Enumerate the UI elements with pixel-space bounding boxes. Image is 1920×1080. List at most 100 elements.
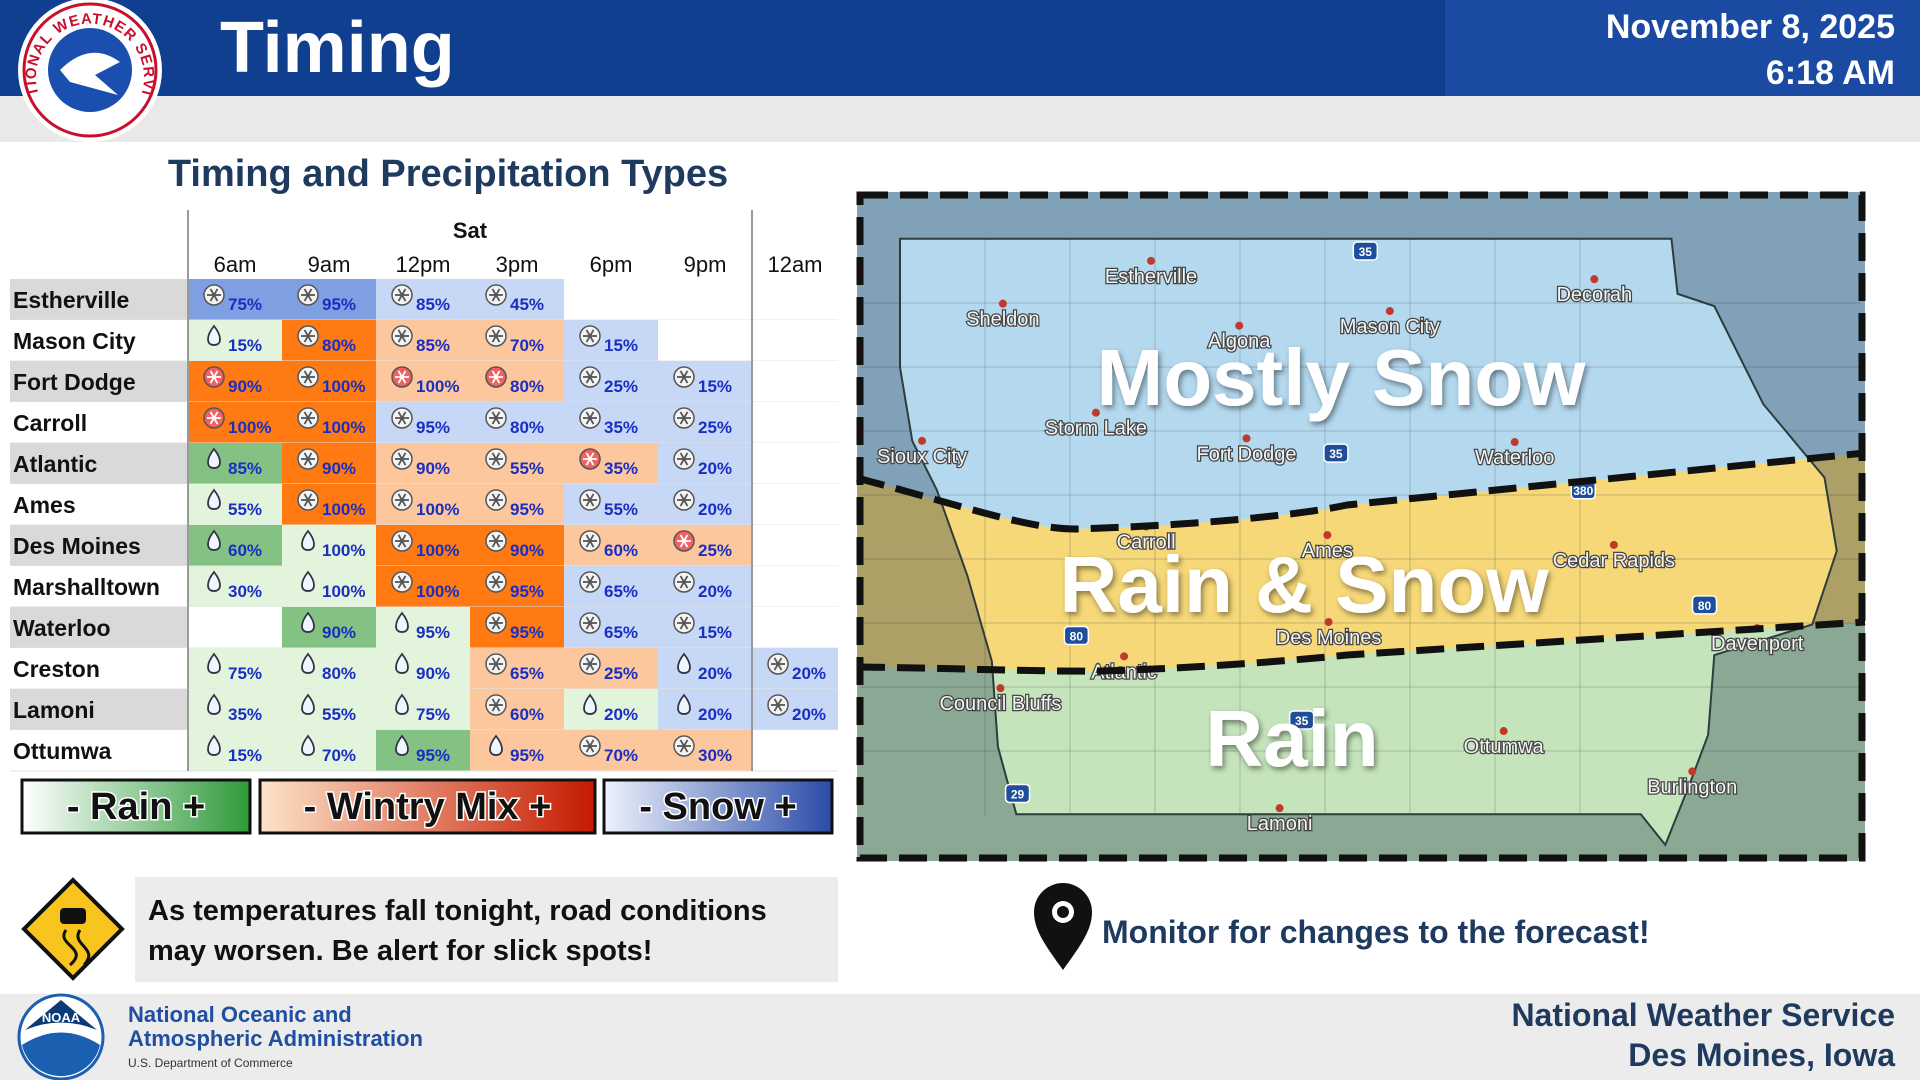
city-label: Algona bbox=[1208, 331, 1271, 353]
drop bbox=[395, 693, 409, 715]
cell-percent: 70% bbox=[322, 746, 356, 765]
drop bbox=[301, 652, 315, 674]
cell bbox=[188, 566, 282, 607]
snow-icon bbox=[297, 489, 319, 511]
rain-icon bbox=[207, 488, 221, 510]
zone-rain bbox=[857, 622, 1865, 861]
drop bbox=[207, 529, 221, 551]
flake-arm bbox=[303, 288, 313, 302]
highway-shield bbox=[1691, 595, 1718, 615]
cell-percent: 100% bbox=[322, 582, 365, 601]
cell-percent: 100% bbox=[322, 500, 365, 519]
cell bbox=[376, 320, 470, 361]
snow-icon bbox=[485, 653, 507, 675]
flake-arm bbox=[491, 698, 501, 712]
cell-percent: 20% bbox=[698, 459, 732, 478]
cell bbox=[470, 320, 564, 361]
cell bbox=[564, 566, 658, 607]
cell bbox=[564, 320, 658, 361]
snow-icon bbox=[485, 694, 507, 716]
row-label-bg bbox=[10, 648, 188, 689]
snow-icon bbox=[485, 284, 507, 306]
cell-percent: 25% bbox=[604, 664, 638, 683]
flake-arm bbox=[679, 739, 689, 753]
cell bbox=[376, 648, 470, 689]
cell bbox=[282, 443, 376, 484]
cell bbox=[376, 730, 470, 771]
flake-arm bbox=[397, 411, 407, 425]
flake-arm bbox=[491, 616, 501, 630]
cell-percent: 35% bbox=[604, 418, 638, 437]
snow-icon bbox=[391, 448, 413, 470]
snow-icon bbox=[579, 530, 601, 552]
cell-percent: 100% bbox=[322, 377, 365, 396]
cell bbox=[376, 607, 470, 648]
empty-cell bbox=[188, 607, 282, 648]
cell-percent: 70% bbox=[510, 336, 544, 355]
flake-arm bbox=[397, 452, 407, 466]
sign-diamond bbox=[21, 877, 125, 981]
cell bbox=[470, 484, 564, 525]
cell bbox=[282, 689, 376, 730]
empty-cell bbox=[752, 566, 838, 607]
highway-number: 80 bbox=[1070, 630, 1084, 644]
snow-icon bbox=[485, 489, 507, 511]
legend-label: - Wintry Mix + bbox=[304, 786, 552, 828]
row-label-bg bbox=[10, 361, 188, 402]
drop bbox=[207, 652, 221, 674]
city-dot bbox=[1120, 652, 1129, 661]
cell bbox=[282, 484, 376, 525]
flake-arm bbox=[585, 493, 595, 507]
snow-icon bbox=[297, 284, 319, 306]
map: 35 35 380 80 80 35 29 Estherville Decorah Sheldon… bbox=[856, 191, 1866, 862]
cell bbox=[376, 443, 470, 484]
empty-cell bbox=[564, 279, 658, 320]
timing-table: Sat 6am 9am 12pm 3pm 6pm 9pm 12am Estherville 75%… bbox=[10, 210, 838, 772]
snow-icon bbox=[579, 407, 601, 429]
sign-car bbox=[60, 908, 86, 924]
snow-icon bbox=[673, 735, 695, 757]
flake-arm bbox=[303, 329, 313, 343]
mix-icon bbox=[391, 366, 413, 388]
flake-arm bbox=[773, 657, 783, 671]
pin-dot bbox=[1057, 906, 1069, 918]
flake-arm bbox=[679, 493, 689, 507]
legend-label: - Rain + bbox=[67, 786, 205, 828]
rain-icon bbox=[395, 611, 409, 633]
cell-percent: 25% bbox=[698, 541, 732, 560]
date: November 8, 2025 bbox=[1606, 8, 1895, 46]
cell-percent: 100% bbox=[416, 541, 459, 560]
cell-percent: 95% bbox=[510, 746, 544, 765]
cell-percent: 20% bbox=[698, 582, 732, 601]
cell bbox=[564, 730, 658, 771]
flake-arm bbox=[585, 452, 595, 466]
flake-arm bbox=[585, 616, 595, 630]
cell-percent: 100% bbox=[228, 418, 271, 437]
map-border bbox=[856, 191, 1866, 862]
cell-percent: 20% bbox=[698, 500, 732, 519]
cell bbox=[564, 443, 658, 484]
zone-boundary bbox=[856, 618, 1866, 675]
footer-bar bbox=[0, 994, 1920, 1080]
city-label: Sioux City bbox=[877, 446, 967, 468]
empty-cell bbox=[752, 361, 838, 402]
noaa-wave bbox=[22, 1032, 100, 1077]
highway-number: 80 bbox=[1698, 599, 1712, 613]
row-label: Creston bbox=[13, 656, 100, 682]
drop bbox=[207, 693, 221, 715]
zone-boundary bbox=[856, 449, 1866, 533]
row-label: Lamoni bbox=[13, 697, 95, 723]
rain-icon bbox=[207, 447, 221, 469]
cell-percent: 75% bbox=[228, 664, 262, 683]
snow-icon bbox=[673, 366, 695, 388]
zone-label: Mostly Snow bbox=[1097, 333, 1587, 422]
highway-shield bbox=[1288, 710, 1315, 730]
rain-icon bbox=[207, 652, 221, 674]
flake-arm bbox=[585, 370, 595, 384]
empty-cell bbox=[752, 320, 838, 361]
cell bbox=[282, 402, 376, 443]
outside-iowa bbox=[857, 192, 1865, 861]
city-dot bbox=[918, 436, 927, 445]
sign-skid bbox=[62, 929, 91, 967]
cell bbox=[470, 402, 564, 443]
